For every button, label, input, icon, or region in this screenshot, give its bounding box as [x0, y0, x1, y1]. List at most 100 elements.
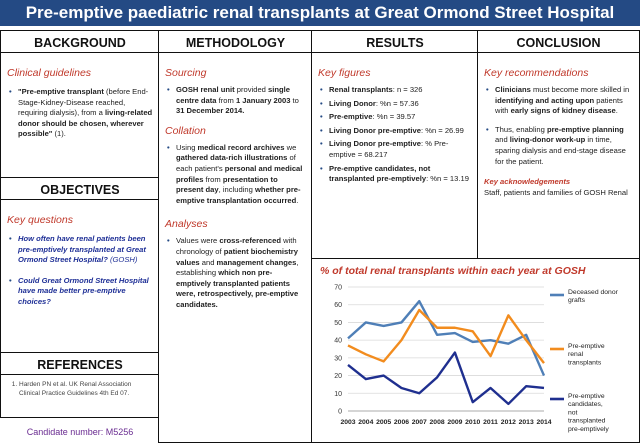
analyses-part: and: [199, 257, 217, 267]
recommendation-2: Thus, enabling pre-emptive planning and …: [486, 125, 633, 167]
y-tick-label: 20: [334, 373, 342, 380]
collation-part: whether pre-emptive transplantation occu…: [176, 185, 301, 205]
analyses-subheading: Analyses: [165, 218, 208, 231]
y-tick-label: 40: [334, 338, 342, 345]
y-tick-label: 70: [334, 285, 342, 292]
x-tick-label: 2008: [430, 419, 445, 426]
recommendation-1: Clinicians must become more skilled in i…: [486, 85, 633, 117]
x-tick-label: 2014: [536, 419, 551, 426]
sourcing-part: provided: [234, 85, 269, 94]
y-tick-label: 10: [334, 391, 342, 398]
result-item: Pre-emptive candidates, not transplanted…: [320, 164, 472, 185]
sourcing-part: to: [290, 95, 299, 105]
quote-lead: "Pre-emptive transplant: [18, 87, 104, 96]
guideline-quote: "Pre-emptive transplant (before End-Stag…: [9, 87, 153, 140]
results-heading: RESULTS: [312, 31, 478, 53]
x-tick-label: 2013: [519, 419, 534, 426]
recommendation-part: early signs of kidney disease: [510, 106, 616, 116]
references-panel: REFERENCES Harden PN et al. UK Renal Ass…: [0, 352, 160, 418]
sourcing-part: 31 December 2014.: [176, 106, 245, 116]
recommendation-part: Thus, enabling: [495, 124, 547, 134]
quote-mid: (before End-Stage-Kidney-Disease reached…: [18, 87, 149, 118]
analyses-part: patient biochemistry values: [176, 246, 298, 267]
quote-end: (1).: [52, 129, 66, 139]
results-panel: RESULTS Key figures Renal transplants: n…: [311, 30, 479, 260]
collation-part: gathered data-rich illustrations: [176, 153, 288, 163]
recommendation-part: must become more skilled in: [530, 85, 630, 94]
recommendation-part: identifying and acting upon: [495, 95, 595, 105]
result-item: Living Donor: %n = 57.36: [320, 99, 472, 110]
poster-title: Pre-emptive paediatric renal transplants…: [0, 0, 640, 26]
legend-label: Deceased donor grafts: [568, 289, 619, 304]
candidate-number: Candidate number: M5256: [26, 427, 134, 437]
result-item: Living Donor pre-emptive: %n = 26.99: [320, 126, 472, 137]
y-tick-label: 30: [334, 355, 342, 362]
result-value: : %n = 57.36: [375, 98, 419, 108]
objectives-heading: OBJECTIVES: [1, 178, 159, 200]
recommendation-part: living-donor work-up: [509, 135, 586, 145]
question-1-text: How often have renal patients been pre-e…: [18, 234, 146, 265]
y-tick-label: 50: [334, 320, 342, 327]
result-value: : %n = 26.99: [420, 125, 464, 135]
result-value: : n = 326: [392, 85, 423, 94]
collation-part: personal and medical profiles: [176, 163, 303, 184]
collation-subheading: Collation: [165, 124, 206, 137]
x-tick-label: 2010: [465, 419, 480, 426]
recommendation-part: .: [615, 106, 618, 116]
result-item: Living Donor pre-emptive: % Pre-emptive …: [320, 139, 472, 160]
legend-label: Pre-emptive renal transplants: [568, 343, 605, 366]
result-label: Living Donor pre-emptive: [329, 139, 421, 149]
collation-part: presentation to present day: [176, 174, 278, 195]
analyses-part: with chronology of: [176, 236, 297, 256]
sourcing-part: from: [216, 95, 236, 105]
x-tick-label: 2005: [376, 419, 391, 426]
clinical-guidelines-subheading: Clinical guidelines: [7, 67, 92, 79]
collation-part: .: [296, 195, 299, 205]
sourcing-part: single centre data: [176, 85, 290, 105]
x-tick-label: 2011: [483, 419, 498, 426]
x-tick-label: 2007: [412, 419, 427, 426]
objectives-panel: OBJECTIVES Key questions How often have …: [0, 177, 160, 353]
key-figures-subheading: Key figures: [318, 67, 371, 79]
result-label: Living Donor: [329, 98, 376, 108]
sourcing-text: GOSH renal unit provided single centre d…: [167, 85, 306, 117]
y-tick-label: 60: [334, 302, 342, 309]
analyses-part: , establishing: [176, 257, 299, 278]
background-panel: BACKGROUND Clinical guidelines "Pre-empt…: [0, 30, 160, 178]
collation-part: of each patient's: [176, 153, 296, 173]
analyses-part: Values were: [176, 236, 220, 246]
result-label: Living Donor pre-emptive: [329, 125, 421, 135]
result-value: : %n = 13.19: [426, 174, 469, 184]
collation-part: from: [203, 174, 223, 184]
result-label: Renal transplants: [329, 85, 393, 94]
collation-text: Using medical record archives we gathere…: [167, 143, 306, 207]
recommendation-part: and: [495, 135, 510, 145]
x-tick-label: 2004: [358, 419, 373, 426]
methodology-heading: METHODOLOGY: [159, 31, 312, 53]
analyses-part: management changes: [216, 257, 297, 267]
x-tick-label: 2003: [340, 419, 355, 426]
recommendation-part: in time, sparing dialysis and end-stage …: [495, 135, 626, 166]
chart-panel: % of total renal transplants within each…: [311, 258, 640, 443]
sourcing-part: 1 January 2003: [235, 95, 291, 105]
question-2: Could Great Ormond Street Hospital have …: [9, 276, 153, 308]
question-1: How often have renal patients been pre-e…: [9, 234, 153, 266]
x-tick-label: 2012: [501, 419, 516, 426]
chart-title: % of total renal transplants within each…: [320, 265, 586, 277]
legend-label: Pre-emptive candidates, not transplanted pre…: [568, 393, 609, 433]
question-1-suffix: (GOSH): [107, 255, 138, 265]
result-value: : %n = 39.57: [372, 112, 416, 122]
key-questions-subheading: Key questions: [7, 214, 73, 226]
collation-part: Using: [176, 142, 198, 152]
reference-item: Harden PN et al. UK Renal Association Cl…: [19, 380, 151, 398]
result-item: Pre-emptive: %n = 39.57: [320, 112, 472, 123]
series-line: [347, 351, 545, 406]
quote-bold: living-related donor should be chosen, w…: [18, 108, 153, 139]
analyses-text: Values were cross-referenced with chrono…: [167, 236, 306, 310]
collation-part: , including: [218, 185, 255, 195]
result-item: Renal transplants: n = 326: [320, 85, 472, 96]
acknowledgements-subheading: Key acknowledgements: [484, 177, 571, 187]
result-label: Pre-emptive: [329, 112, 373, 122]
y-tick-label: 0: [338, 409, 342, 416]
